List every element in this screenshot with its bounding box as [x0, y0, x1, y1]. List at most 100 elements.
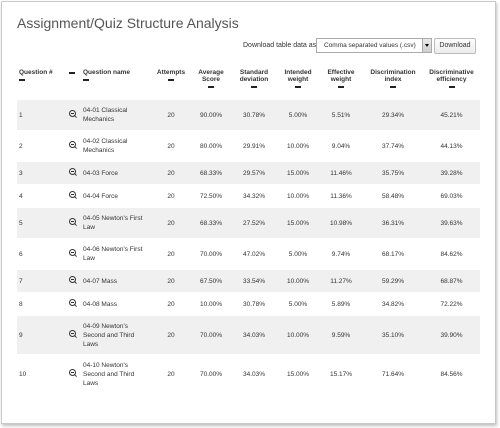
table-row: 8 04-08 Mass 20 10.00% 30.78% 5.00% 5.89% 34.82…	[17, 292, 480, 316]
col-question-number[interactable]: Question #	[17, 64, 63, 100]
download-button[interactable]: Download	[434, 38, 476, 54]
zoom-icon[interactable]	[68, 141, 76, 148]
col-intended-weight[interactable]: Intended weight	[277, 64, 319, 100]
header-label: Discrimination index	[370, 69, 416, 83]
question-name-cell: 04-05 Newton's First Law	[81, 207, 151, 239]
zoom-icon[interactable]	[68, 168, 76, 175]
attempts-cell: 20	[151, 161, 191, 185]
header-label: Question name	[83, 69, 130, 76]
download-label: Download table data as	[243, 42, 317, 49]
question-number-cell: 7	[17, 269, 63, 293]
avg-cell: 70.00%	[191, 315, 231, 355]
question-name-cell: 04-03 Force	[81, 161, 151, 185]
download-format-select[interactable]: Comma separated values (.csv)	[316, 38, 432, 53]
preview-cell[interactable]	[63, 184, 81, 208]
eff-cell: 39.90%	[423, 315, 480, 355]
avg-cell: 67.50%	[191, 269, 231, 293]
header-label: Question #	[19, 69, 53, 76]
question-name-cell: 04-04 Force	[81, 184, 151, 208]
effective-cell: 9.04%	[319, 130, 363, 162]
intended-cell: 15.00%	[277, 161, 319, 185]
col-preview[interactable]	[63, 64, 81, 100]
sort-icon[interactable]	[295, 86, 301, 88]
effective-cell: 11.36%	[319, 184, 363, 208]
sort-icon[interactable]	[390, 86, 396, 88]
eff-cell: 84.56%	[423, 354, 480, 394]
zoom-icon[interactable]	[68, 369, 76, 376]
zoom-icon[interactable]	[68, 218, 76, 225]
report-panel: Assignment/Quiz Structure Analysis Downl…	[1, 1, 496, 424]
disc-cell: 29.34%	[363, 99, 423, 131]
effective-cell: 11.46%	[319, 161, 363, 185]
sort-icon[interactable]	[19, 79, 25, 81]
col-effective-weight[interactable]: Effective weight	[319, 64, 363, 100]
disc-cell: 58.48%	[363, 184, 423, 208]
eff-cell: 39.28%	[423, 161, 480, 185]
intended-cell: 5.00%	[277, 292, 319, 316]
zoom-icon[interactable]	[68, 110, 76, 117]
attempts-cell: 20	[151, 238, 191, 270]
header-label: Intended weight	[284, 69, 312, 83]
eff-cell: 39.63%	[423, 207, 480, 239]
preview-cell[interactable]	[63, 269, 81, 293]
table-row: 2 04-02 Classical Mechanics 20 80.00% 29.91%…	[17, 130, 480, 162]
zoom-icon[interactable]	[68, 330, 76, 337]
question-number-cell: 6	[17, 238, 63, 270]
col-discrimination-index[interactable]: Discrimination index	[363, 64, 423, 100]
zoom-icon[interactable]	[68, 299, 76, 306]
preview-cell[interactable]	[63, 130, 81, 162]
sort-icon[interactable]	[448, 86, 455, 88]
col-question-name[interactable]: Question name	[81, 64, 151, 100]
zoom-icon[interactable]	[68, 191, 76, 198]
std-cell: 30.78%	[231, 99, 277, 131]
preview-cell[interactable]	[63, 161, 81, 185]
table-row: 1 04-01 Classical Mechanics 20 90.00% 30.78%…	[17, 99, 480, 131]
intended-cell: 5.00%	[277, 238, 319, 270]
sort-icon[interactable]	[168, 79, 174, 81]
disc-cell: 35.10%	[363, 315, 423, 355]
sort-icon[interactable]	[338, 86, 344, 88]
question-number-cell: 5	[17, 207, 63, 239]
preview-cell[interactable]	[63, 99, 81, 131]
avg-cell: 70.00%	[191, 354, 231, 394]
question-name-cell: 04-01 Classical Mechanics	[81, 99, 151, 131]
col-standard-deviation[interactable]: Standard deviation	[231, 64, 277, 100]
sort-icon[interactable]	[208, 86, 214, 88]
preview-cell[interactable]	[63, 207, 81, 239]
sort-icon[interactable]	[251, 86, 257, 88]
attempts-cell: 20	[151, 207, 191, 239]
preview-cell[interactable]	[63, 238, 81, 270]
std-cell: 33.54%	[231, 269, 277, 293]
col-attempts[interactable]: Attempts	[151, 64, 191, 100]
intended-cell: 10.00%	[277, 184, 319, 208]
preview-cell[interactable]	[63, 315, 81, 355]
intended-cell: 15.00%	[277, 354, 319, 394]
disc-cell: 37.74%	[363, 130, 423, 162]
table-row: 4 04-04 Force 20 72.50% 34.32% 10.00% 11.36% 58…	[17, 184, 480, 208]
question-name-cell: 04-08 Mass	[81, 292, 151, 316]
table-row: 9 04-09 Newton's Second and Third Laws 20 7…	[17, 315, 480, 355]
intended-cell: 15.00%	[277, 207, 319, 239]
header-label: Average Score	[198, 69, 224, 83]
eff-cell: 44.13%	[423, 130, 480, 162]
eff-cell: 69.03%	[423, 184, 480, 208]
std-cell: 47.02%	[231, 238, 277, 270]
preview-cell[interactable]	[63, 292, 81, 316]
zoom-icon[interactable]	[68, 276, 76, 283]
table-row: 10 04-10 Newton's Second and Third Laws 20…	[17, 354, 480, 394]
col-average-score[interactable]: Average Score	[191, 64, 231, 100]
question-name-cell: 04-06 Newton's First Law	[81, 238, 151, 270]
preview-cell[interactable]	[63, 354, 81, 394]
question-name-cell: 04-02 Classical Mechanics	[81, 130, 151, 162]
avg-cell: 10.00%	[191, 292, 231, 316]
header-label: Standard deviation	[239, 69, 269, 83]
question-name-cell: 04-07 Mass	[81, 269, 151, 293]
zoom-icon[interactable]	[68, 249, 76, 256]
question-name-cell: 04-09 Newton's Second and Third Laws	[81, 315, 151, 355]
intended-cell: 10.00%	[277, 130, 319, 162]
table-row: 3 04-03 Force 20 68.33% 29.57% 15.00% 11.46% 35…	[17, 161, 480, 185]
attempts-cell: 20	[151, 130, 191, 162]
col-discriminative-efficiency[interactable]: Discriminative efficiency	[423, 64, 480, 100]
sort-icon[interactable]	[83, 79, 89, 81]
sort-icon[interactable]	[69, 72, 75, 74]
